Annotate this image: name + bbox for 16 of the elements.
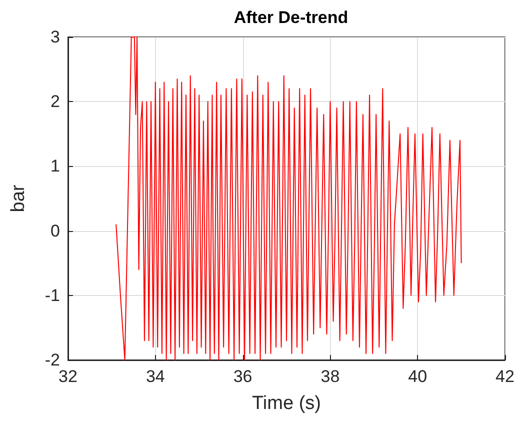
x-tick-label: 34: [146, 367, 165, 386]
x-tick-label: 42: [496, 367, 514, 386]
line-series: [116, 36, 462, 360]
x-tick-label: 36: [233, 367, 252, 386]
y-axis-title: bar: [8, 184, 29, 212]
x-tick-label: 38: [320, 367, 340, 386]
y-tick-label: -1: [44, 286, 60, 305]
y-tick-label: 3: [50, 28, 60, 46]
chart-title: After De-trend: [234, 8, 348, 27]
y-tick-label: 2: [50, 92, 60, 112]
y-tick-label: -2: [44, 350, 60, 370]
x-tick-label: 40: [408, 367, 428, 386]
y-tick-label: 1: [50, 156, 60, 176]
y-tick-label: 0: [50, 221, 60, 240]
x-tick-label: 32: [58, 367, 78, 386]
x-axis-title: Time (s): [252, 393, 321, 414]
